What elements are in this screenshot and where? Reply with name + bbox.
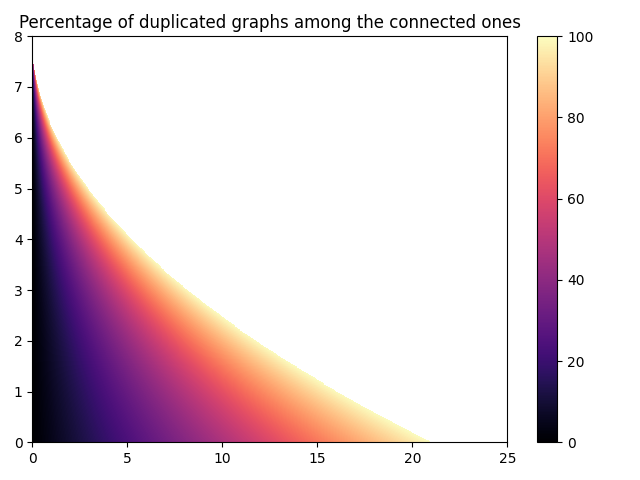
Title: Percentage of duplicated graphs among the connected ones: Percentage of duplicated graphs among th… xyxy=(19,14,521,32)
